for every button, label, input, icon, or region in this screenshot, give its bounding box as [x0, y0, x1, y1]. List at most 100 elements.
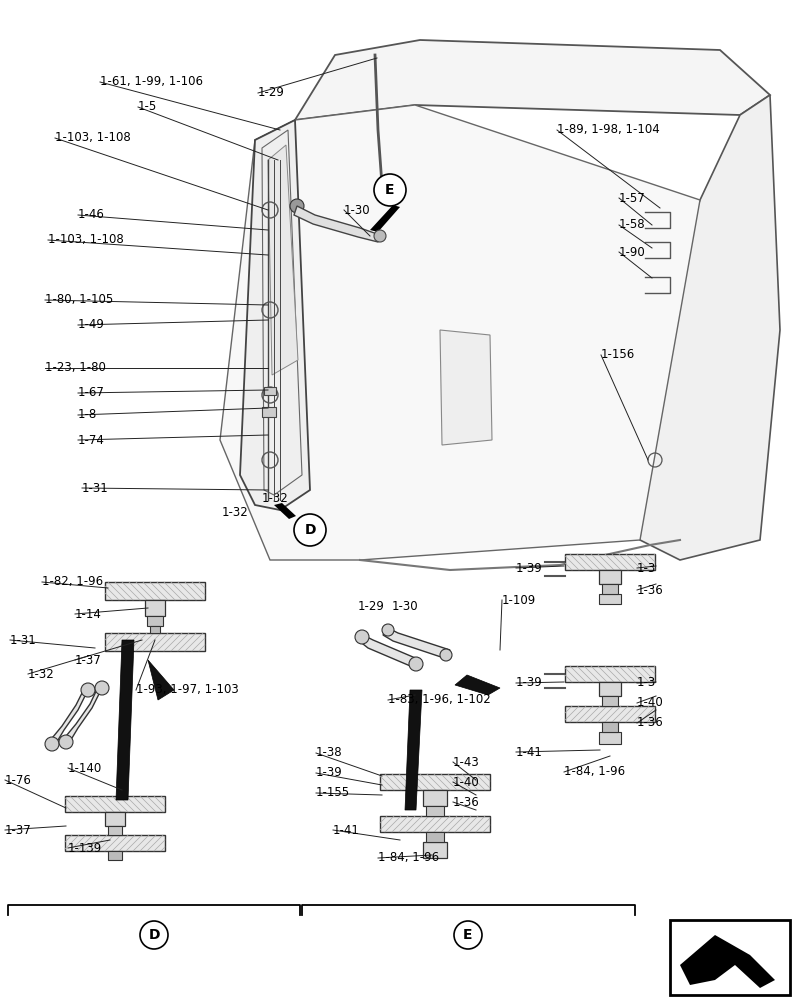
Text: 1-49: 1-49: [78, 318, 105, 332]
Text: 1-76: 1-76: [5, 774, 32, 786]
Text: D: D: [305, 523, 316, 537]
Text: 1-29: 1-29: [358, 600, 385, 613]
Polygon shape: [148, 660, 174, 700]
Text: 1-37: 1-37: [75, 654, 102, 666]
Text: 1-41: 1-41: [516, 746, 543, 758]
Text: 1-3: 1-3: [637, 562, 656, 574]
Text: 1-57: 1-57: [619, 192, 646, 205]
Polygon shape: [62, 683, 102, 743]
Text: 1-61, 1-99, 1-106: 1-61, 1-99, 1-106: [100, 76, 203, 89]
Bar: [602, 696, 618, 706]
Polygon shape: [268, 145, 298, 375]
Circle shape: [374, 230, 386, 242]
Bar: [565, 706, 655, 722]
Bar: [264, 387, 276, 395]
Text: 1-80, 1-105: 1-80, 1-105: [45, 294, 113, 306]
Text: 1-36: 1-36: [637, 584, 663, 596]
Text: 1-139: 1-139: [68, 842, 103, 854]
Circle shape: [454, 921, 482, 949]
Polygon shape: [455, 675, 500, 695]
Bar: [423, 790, 447, 806]
Text: 1-32: 1-32: [28, 668, 55, 680]
Polygon shape: [358, 635, 420, 668]
Text: 1-32: 1-32: [262, 492, 288, 505]
Text: 1-83, 1-96, 1-102: 1-83, 1-96, 1-102: [388, 694, 490, 706]
Text: 1-67: 1-67: [78, 386, 105, 399]
Bar: [602, 722, 618, 732]
Bar: [565, 554, 655, 570]
Text: 1-90: 1-90: [619, 245, 646, 258]
Text: 1-103, 1-108: 1-103, 1-108: [48, 233, 124, 246]
Text: 1-58: 1-58: [619, 219, 646, 232]
Text: 1-37: 1-37: [5, 824, 32, 836]
Circle shape: [95, 681, 109, 695]
Bar: [65, 796, 165, 812]
Bar: [65, 835, 165, 851]
Circle shape: [59, 735, 73, 749]
Text: 1-74: 1-74: [78, 434, 105, 446]
Bar: [602, 584, 618, 594]
Text: D: D: [148, 928, 160, 942]
Polygon shape: [383, 628, 450, 658]
Bar: [380, 774, 490, 790]
Polygon shape: [370, 205, 400, 232]
Bar: [262, 407, 276, 417]
Bar: [105, 582, 205, 600]
Text: 1-31: 1-31: [82, 482, 109, 494]
Text: E: E: [385, 183, 395, 197]
Bar: [599, 732, 621, 744]
Bar: [108, 851, 122, 860]
Circle shape: [355, 630, 369, 644]
Text: 1-38: 1-38: [316, 746, 343, 760]
Bar: [599, 594, 621, 604]
Bar: [599, 570, 621, 584]
Polygon shape: [48, 685, 88, 745]
Text: E: E: [463, 928, 473, 942]
Text: 1-89, 1-98, 1-104: 1-89, 1-98, 1-104: [557, 123, 660, 136]
Polygon shape: [295, 40, 770, 120]
Circle shape: [382, 624, 394, 636]
Polygon shape: [640, 95, 780, 560]
Text: 1-29: 1-29: [258, 87, 285, 100]
Bar: [147, 616, 163, 626]
Bar: [599, 682, 621, 696]
Text: 1-140: 1-140: [68, 762, 103, 774]
Text: 1-103, 1-108: 1-103, 1-108: [55, 131, 131, 144]
Bar: [426, 832, 444, 842]
Bar: [150, 626, 160, 633]
Text: 1-84, 1-96: 1-84, 1-96: [564, 766, 625, 778]
Text: 1-40: 1-40: [637, 696, 663, 710]
Bar: [380, 816, 490, 832]
Text: 1-36: 1-36: [637, 716, 663, 730]
Text: 1-40: 1-40: [453, 776, 480, 788]
Text: 1-39: 1-39: [516, 562, 543, 574]
Polygon shape: [274, 503, 296, 519]
Bar: [565, 666, 655, 682]
Text: 1-39: 1-39: [316, 766, 343, 780]
Text: 1-14: 1-14: [75, 607, 102, 620]
Polygon shape: [220, 105, 700, 560]
Text: 1-155: 1-155: [316, 786, 350, 800]
Bar: [108, 826, 122, 835]
Polygon shape: [116, 640, 134, 800]
Circle shape: [440, 649, 452, 661]
Text: 1-82, 1-96: 1-82, 1-96: [42, 576, 103, 588]
Text: 1-39: 1-39: [516, 676, 543, 690]
Circle shape: [140, 921, 168, 949]
Polygon shape: [680, 935, 775, 988]
Polygon shape: [240, 120, 310, 510]
Text: 1-84, 1-96: 1-84, 1-96: [378, 852, 439, 864]
Text: 1-93, 1-97, 1-103: 1-93, 1-97, 1-103: [136, 684, 238, 696]
Circle shape: [374, 174, 406, 206]
Circle shape: [409, 657, 423, 671]
Bar: [426, 806, 444, 816]
Circle shape: [294, 514, 326, 546]
Bar: [423, 842, 447, 858]
Text: 1-23, 1-80: 1-23, 1-80: [45, 361, 106, 374]
Text: 1-156: 1-156: [601, 349, 635, 361]
Polygon shape: [405, 690, 422, 810]
Text: 1-109: 1-109: [502, 593, 537, 606]
Text: 1-32: 1-32: [222, 506, 249, 519]
Bar: [105, 812, 125, 826]
Bar: [145, 600, 165, 616]
